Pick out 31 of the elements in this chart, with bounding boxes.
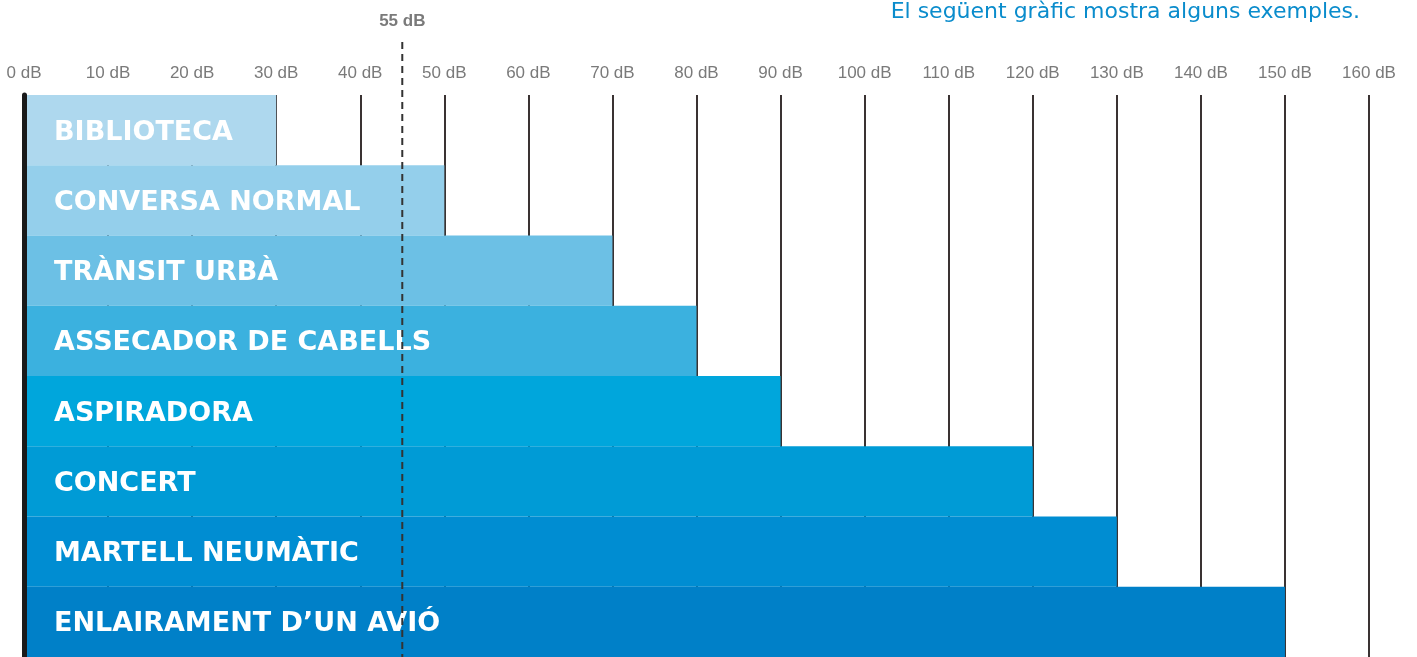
x-tick-label: 140 dB — [1173, 63, 1228, 82]
y-tick-label: MARTELL NEUMÀTIC — [54, 536, 359, 568]
x-tick-label: 80 dB — [674, 63, 719, 82]
y-tick-label: BIBLIOTECA — [54, 114, 234, 146]
bar — [24, 586, 1285, 657]
x-tick-label: 20 dB — [169, 63, 215, 82]
x-tick-label: 50 dB — [422, 63, 467, 82]
x-tick-label: 150 dB — [1257, 63, 1312, 82]
x-tick-label: 100 dB — [837, 63, 892, 82]
text: El següent gràfic mostra alguns exemples. — [890, 0, 1361, 23]
x-tick-label: 30 dB — [253, 63, 299, 82]
y-tick-label: ENLAIRAMENT D’UN AVIÓ — [54, 606, 441, 638]
bar — [24, 305, 697, 376]
x-tick-label: 90 dB — [758, 63, 803, 82]
x-tick-label: 70 dB — [590, 63, 635, 82]
x-tick-label: 10 dB — [85, 63, 131, 82]
y-tick-label: CONCERT — [54, 465, 197, 497]
y-tick-label: TRÀNSIT URBÀ — [54, 255, 279, 287]
x-tick-label: 60 dB — [506, 63, 551, 82]
y-tick-label: CONVERSA NORMAL — [54, 184, 361, 216]
x-tick-label: 0 dB — [6, 63, 42, 82]
bar — [24, 516, 1117, 587]
ref-line-label: 55 dB — [379, 11, 426, 30]
y-tick-label: ASPIRADORA — [54, 395, 254, 427]
x-tick-label: 120 dB — [1005, 63, 1060, 82]
bar — [24, 235, 613, 306]
x-tick-label: 160 dB — [1342, 63, 1396, 82]
x-tick-label: 40 dB — [338, 63, 383, 82]
x-tick-label: 110 dB — [922, 63, 975, 82]
x-tick-label: 130 dB — [1089, 63, 1144, 82]
y-tick-label: ASSECADOR DE CABELLS — [54, 325, 432, 357]
